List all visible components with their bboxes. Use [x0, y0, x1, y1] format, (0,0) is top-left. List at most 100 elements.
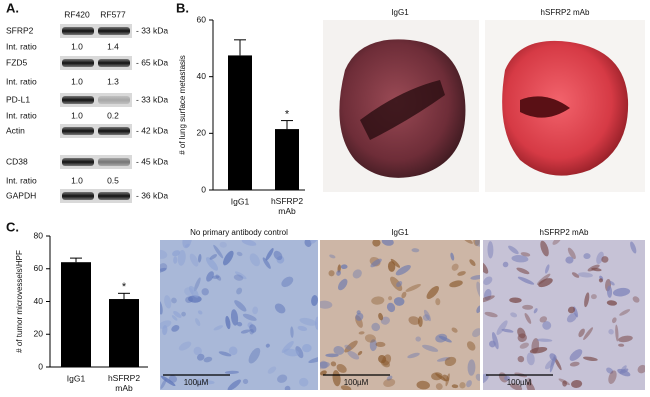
cell [333, 346, 345, 355]
cell [227, 379, 241, 390]
cell [304, 240, 312, 247]
cell [248, 347, 261, 364]
cell [617, 368, 631, 377]
band [62, 127, 94, 135]
cell [426, 286, 439, 299]
band [62, 96, 94, 104]
cell [533, 308, 538, 314]
cell [329, 254, 336, 259]
lung-detail [360, 80, 445, 140]
cell [160, 300, 163, 315]
cell [591, 267, 602, 272]
cell [501, 328, 514, 333]
cell [233, 274, 244, 281]
cell [218, 351, 232, 357]
cell [620, 365, 627, 372]
panel-label: B. [176, 0, 189, 15]
cell [215, 274, 222, 281]
cell [196, 353, 205, 361]
bar [228, 55, 252, 190]
y-tick-label: 0 [201, 184, 206, 194]
cell [422, 344, 439, 352]
cell [357, 350, 363, 356]
cell [395, 264, 411, 276]
cell [383, 378, 396, 387]
cell [569, 349, 583, 361]
cell [475, 373, 480, 381]
row-label: Int. ratio [6, 110, 37, 120]
cell [378, 312, 384, 321]
cell [171, 325, 180, 332]
cell [569, 361, 580, 367]
cell [483, 373, 489, 384]
cell [164, 295, 172, 309]
cell [371, 296, 385, 305]
cell [320, 361, 330, 369]
cell [411, 248, 420, 253]
cell [450, 252, 455, 261]
cell [356, 310, 361, 315]
cell [205, 257, 219, 271]
cell [577, 272, 593, 278]
cell [375, 341, 386, 347]
cell [451, 263, 459, 271]
cell [203, 356, 213, 363]
image-title: IgG1 [391, 8, 409, 17]
cell [197, 310, 203, 315]
cell [209, 254, 218, 260]
cell [618, 343, 625, 347]
cell [565, 256, 574, 264]
cell [526, 352, 535, 366]
cell [320, 300, 333, 309]
cell [193, 346, 202, 356]
cell [177, 250, 186, 266]
cell [637, 364, 645, 374]
cell [423, 309, 431, 322]
row-label: Actin [6, 125, 25, 135]
cell [328, 270, 335, 277]
micrograph [483, 240, 645, 390]
cell [630, 241, 637, 254]
x-tick-label: IgG1 [67, 373, 86, 383]
cell [160, 249, 168, 259]
cell [310, 240, 318, 244]
y-tick-label: 60 [197, 14, 207, 24]
bar [275, 129, 299, 190]
cell [340, 385, 352, 390]
cell [451, 384, 459, 389]
band [98, 27, 130, 35]
cell [606, 300, 618, 306]
cell [415, 336, 422, 342]
cell [466, 341, 476, 351]
cell [380, 316, 390, 325]
cell [517, 327, 526, 339]
scale-label: 100µM [507, 378, 532, 387]
row-label: Int. ratio [6, 76, 37, 86]
cell [236, 287, 243, 295]
cell [435, 383, 443, 390]
cell [393, 297, 405, 306]
cell [584, 292, 590, 308]
row-label: FZD5 [6, 57, 28, 67]
ratio-value: 1.0 [71, 110, 83, 120]
lane-label: RF577 [100, 9, 126, 19]
cell [517, 276, 535, 285]
cell [193, 277, 201, 292]
ratio-value: 0.5 [107, 175, 119, 185]
cell [449, 280, 463, 288]
cell [171, 297, 177, 304]
lane-label: RF420 [64, 9, 90, 19]
cell [160, 375, 176, 387]
cell [370, 258, 382, 268]
cell [578, 328, 585, 338]
y-tick-label: 80 [34, 230, 44, 240]
cell [526, 381, 536, 390]
row-label: Int. ratio [6, 175, 37, 185]
row-label: PD-L1 [6, 94, 30, 104]
cell [189, 253, 199, 267]
band [62, 158, 94, 166]
cell [320, 370, 327, 376]
cell [459, 382, 466, 389]
cell [299, 317, 317, 326]
